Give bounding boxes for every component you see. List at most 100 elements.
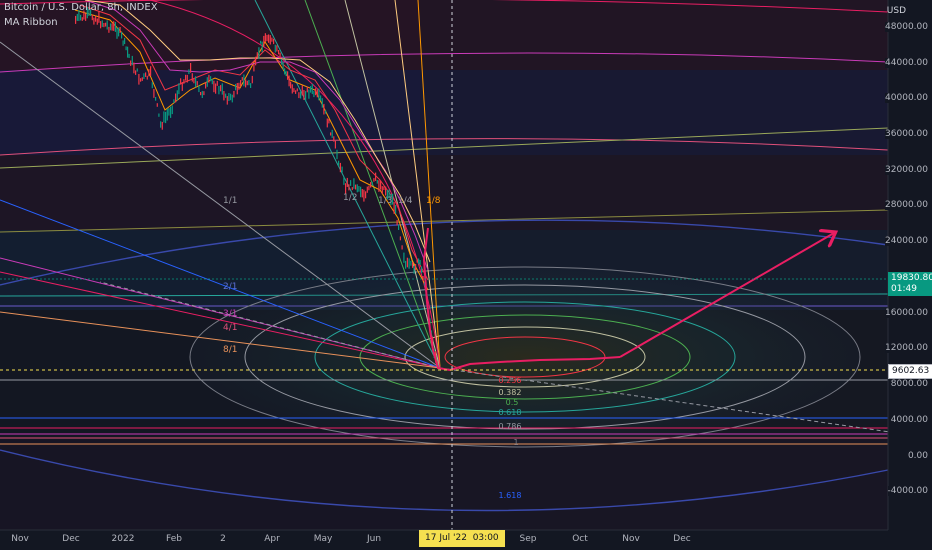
candle [231, 94, 233, 103]
candle [141, 77, 143, 81]
candle [246, 80, 248, 86]
candle [95, 15, 97, 22]
candle [250, 83, 252, 88]
crosshair-date-tag: 17 Jul '22 03:00 [419, 530, 505, 547]
candle [378, 180, 380, 192]
candle [412, 262, 414, 268]
candle [274, 44, 276, 53]
candle [403, 252, 405, 263]
candle [150, 66, 152, 76]
candle [291, 84, 293, 94]
price-tick: 0.00 [907, 451, 928, 461]
indicator-label[interactable]: MA Ribbon [4, 17, 58, 28]
candle [213, 80, 215, 93]
candle [303, 90, 305, 100]
candle [119, 27, 121, 33]
candle [75, 15, 77, 24]
candle [419, 260, 421, 265]
candle [415, 264, 417, 271]
candle [180, 78, 182, 85]
candle [161, 121, 163, 130]
candle [293, 88, 295, 93]
candle [363, 189, 365, 202]
time-tick: Jun [366, 534, 382, 544]
price-tick: 8000.00 [890, 379, 928, 389]
candle [96, 18, 98, 25]
symbol-title[interactable]: Bitcoin / U.S. Dollar, 8h, INDEX [4, 2, 158, 13]
candle [371, 181, 373, 186]
candle [282, 62, 284, 70]
candle [375, 172, 377, 181]
candle [258, 47, 260, 59]
candle [125, 46, 127, 51]
candle [311, 83, 313, 95]
fan-label: 1/4 [398, 196, 413, 206]
candle [173, 99, 175, 103]
candle [424, 281, 426, 286]
candle [315, 88, 317, 96]
candle [130, 60, 132, 66]
candle [100, 21, 102, 29]
candle [361, 189, 363, 198]
candle [223, 91, 225, 101]
candle [296, 88, 298, 92]
projection-path [422, 227, 834, 372]
candle [245, 79, 247, 88]
price-tick: 28000.00 [885, 200, 928, 210]
candle [230, 93, 232, 101]
candle [308, 89, 310, 99]
candle [236, 83, 238, 95]
candle [140, 78, 142, 82]
candle [316, 89, 318, 98]
candle [183, 79, 185, 84]
candle [268, 34, 270, 43]
candle [290, 81, 292, 89]
candle [146, 75, 148, 80]
candle [330, 132, 332, 136]
fan-label: 3/1 [223, 309, 238, 319]
candle [269, 35, 271, 45]
candle [81, 17, 83, 21]
candle [233, 91, 235, 98]
candle [418, 258, 420, 264]
candle [156, 103, 158, 107]
candle [238, 82, 240, 90]
fan-label: 8/1 [223, 345, 238, 355]
time-tick: 2 [220, 534, 226, 544]
candle [151, 82, 153, 89]
candle [248, 80, 250, 86]
bar-countdown: 01:49 [891, 284, 917, 294]
candle [178, 83, 180, 95]
candle [228, 93, 230, 101]
crosshair-time: 03:00 [472, 533, 499, 543]
candle [356, 184, 358, 193]
candle [355, 184, 357, 190]
candle [225, 93, 227, 98]
price-tick: 4000.00 [890, 415, 928, 425]
price-tick: 44000.00 [885, 58, 928, 68]
candle [339, 162, 341, 173]
candle [341, 166, 343, 173]
candle [273, 38, 275, 45]
price-tick: 12000.00 [885, 343, 928, 353]
candle [240, 80, 242, 87]
candle [334, 141, 336, 149]
candle [276, 45, 278, 52]
candle [295, 90, 297, 94]
candle [253, 64, 255, 72]
candle [127, 46, 129, 58]
candle [305, 91, 307, 102]
candle [203, 91, 205, 96]
currency-label: USD [886, 6, 906, 16]
candle [153, 89, 155, 98]
candle [165, 111, 167, 124]
candle [413, 265, 415, 274]
candle [105, 22, 107, 27]
candle [103, 23, 105, 28]
candle [306, 86, 308, 93]
candle [168, 108, 170, 116]
candle [365, 191, 367, 199]
candle [155, 97, 157, 101]
fib-ellipses [189, 266, 861, 448]
